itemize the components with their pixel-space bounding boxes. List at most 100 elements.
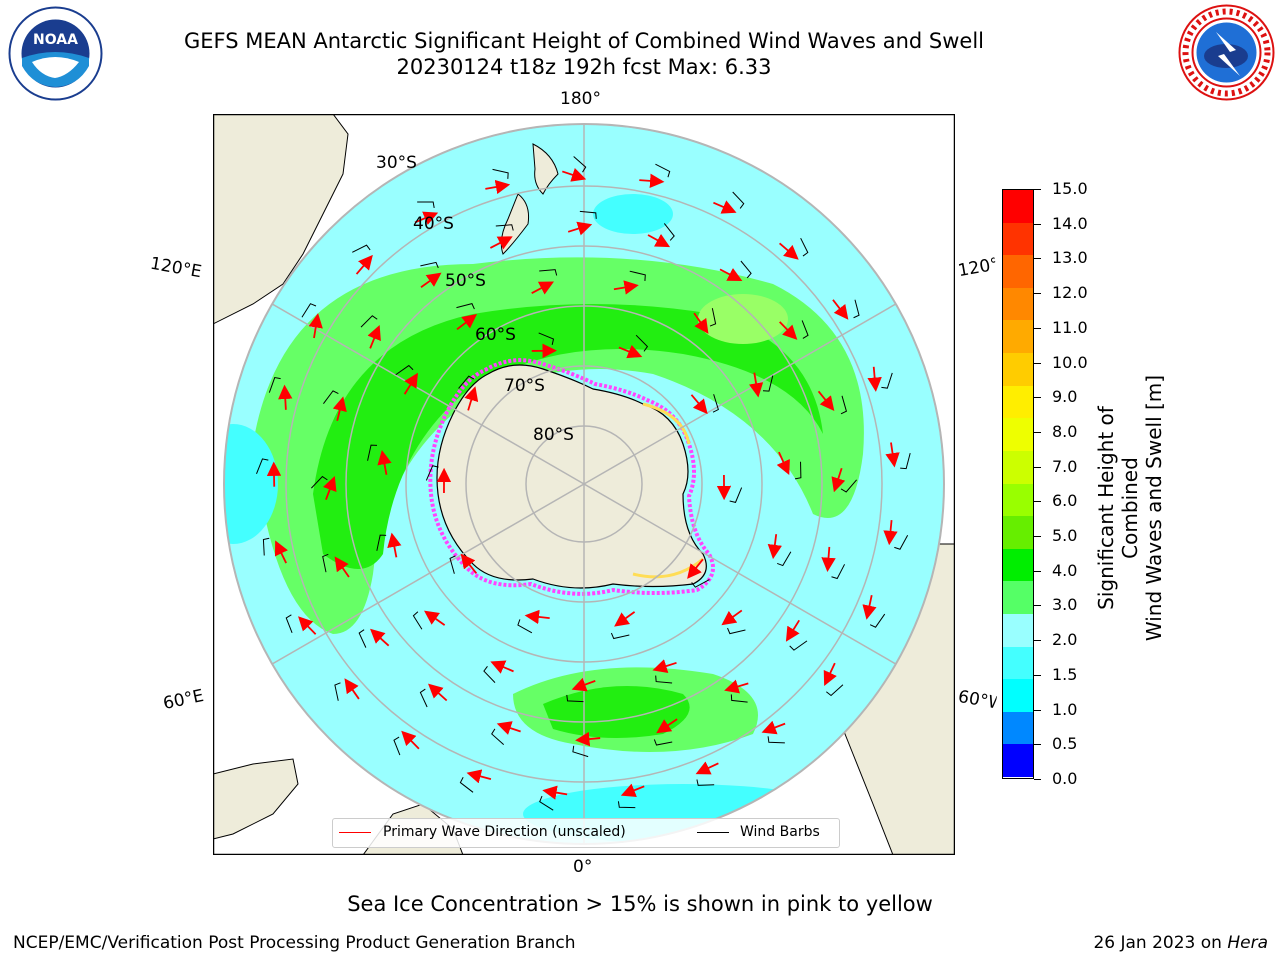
wind-barb [573,156,587,173]
colorbar-tick-label: 10.0 [1052,352,1088,372]
colorbar-band [1003,222,1033,256]
wave-direction-arrow [656,718,678,734]
wave-direction-arrow [779,242,799,260]
wave-direction-arrow [456,314,478,331]
colorbar-band [1003,483,1033,517]
wave-direction-arrow [767,534,782,560]
wind-barb [352,244,371,253]
colorbar-tick-mark [1034,397,1041,399]
wind-barb [412,611,423,630]
sea-ice-rim [428,358,715,596]
wind-barb [727,627,746,635]
colorbar-tick-label: 8.0 [1052,421,1078,441]
africa-land [213,758,299,840]
colorbar-tick-label: 14.0 [1052,213,1088,233]
wind-barb [285,614,293,633]
wind-barb [709,308,717,327]
wind-barb [492,168,509,179]
wave-direction-arrow [460,553,478,574]
colorbar-tick-mark [1034,189,1041,190]
colorbar-tick-label: 12.0 [1052,283,1088,303]
wave-direction-arrow [687,558,704,579]
legend-wave-swatch [339,832,371,833]
wind-barb [635,334,649,352]
colorbar-band [1003,385,1033,419]
wind-barb [840,479,858,493]
wave-direction-arrow [562,168,587,182]
wave-direction-arrow [719,267,743,282]
colorbar-band [1003,679,1033,713]
sea-ice-note: Sea Ice Concentration > 15% is shown in … [347,892,933,916]
colorbar-band [1003,744,1033,778]
wind-barb [789,640,808,651]
colorbar-tick-label: 0.5 [1052,734,1078,754]
wind-barb [334,682,341,701]
wave-direction-arrow [524,609,550,625]
colorbar-tick-label: 1.0 [1052,699,1078,719]
wind-barb [894,534,909,550]
wave-direction-arrow [817,390,835,411]
wave-direction-arrow [867,366,882,392]
wind-barb [777,551,792,567]
wave-direction-arrow [370,628,390,647]
colorbar-tick-label: 2.0 [1052,630,1078,650]
wave-direction-arrow [748,372,764,398]
wave-direction-arrow [401,730,420,750]
wind-barb [794,461,802,480]
lat-label-50s: 50°S [445,271,486,291]
colorbar-tick-mark [1034,640,1041,642]
wave-direction-arrow [883,520,898,546]
australia-land [213,114,349,325]
wind-barb [653,739,673,746]
wave-direction-arrow [428,683,448,702]
colorbar-tick-mark [1034,570,1041,572]
wave-direction-arrow [489,236,513,250]
colorbar-tick-label: 5.0 [1052,526,1078,546]
wave-direction-arrow [690,394,708,415]
run-machine: Hera [1227,933,1268,953]
wave-direction-arrow [403,372,418,395]
wind-barb [367,444,378,461]
wind-barb [655,163,671,178]
chart-subtitle: 20230124 t18z 192h fcst Max: 6.33 [396,55,772,79]
colorbar-tick-label: 7.0 [1052,456,1078,476]
colorbar-tick-label: 3.0 [1052,595,1078,615]
meridian-line [224,483,585,745]
lat-label-80s: 80°S [533,425,574,445]
wind-barb [358,629,367,648]
wave-direction-arrow [613,280,639,295]
colorbar-tick-mark [1034,501,1041,503]
colorbar-tick-label: 1.5 [1052,664,1078,684]
colorbar-tick-mark [1034,293,1041,295]
wind-barb [655,675,673,684]
wind-barb [262,537,270,556]
colorbar-band [1003,548,1033,582]
wave-direction-arrow [862,594,877,620]
wave-direction-arrow [639,173,665,189]
colorbar-band [1003,516,1033,550]
wind-barb [696,779,715,786]
wind-barb [712,394,719,413]
colorbar-tick-label: 15.0 [1052,179,1088,198]
wind-barb [663,223,675,241]
colorbar-band [1003,287,1033,321]
wind-barb [732,191,745,209]
wind-barb [393,736,401,756]
wave-direction-arrow [779,321,798,340]
wave-direction-arrow [274,540,288,564]
colorbar-band [1003,190,1033,224]
wind-barb [900,452,911,470]
wave-direction-arrow [367,325,381,349]
colorbar-title: Significant Height of Combined Wind Wave… [1094,363,1166,653]
wave-direction-arrow [542,785,568,800]
wind-barb [629,270,646,281]
wave-direction-arrow [620,783,645,797]
wave-direction-arrow [464,386,479,411]
colorbar-title-line1: Significant Height of Combined [1094,406,1142,610]
noaa-logo: NOAA [8,6,103,101]
wind-barb [311,475,328,489]
wave-direction-arrow [531,281,555,295]
wave-direction-arrow [424,610,446,626]
lon-label-0: 0° [573,857,593,877]
wave-direction-arrow [490,660,514,674]
